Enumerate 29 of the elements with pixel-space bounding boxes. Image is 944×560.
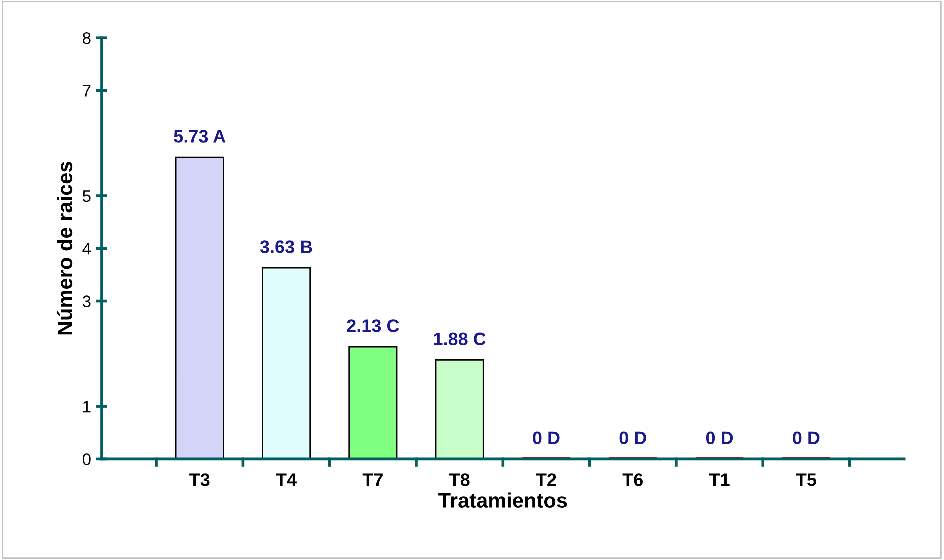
- x-tick-label: T1: [709, 474, 730, 486]
- x-tick-label: T8: [449, 474, 470, 486]
- bar: [175, 156, 224, 460]
- data-label: 5.73 A: [174, 130, 226, 143]
- x-tick-label: T7: [362, 474, 383, 486]
- x-tick-label: T6: [622, 474, 644, 486]
- data-label: 1.88 C: [434, 332, 486, 346]
- x-tick-label: T5: [796, 474, 816, 486]
- data-label: 2.13 C: [347, 320, 400, 332]
- y-tick-label: 1: [84, 401, 91, 413]
- data-label: 3.63 B: [260, 240, 312, 254]
- data-label: 0 D: [706, 432, 734, 445]
- data-label: 0 D: [620, 432, 646, 445]
- y-tick-label: 3: [82, 296, 91, 308]
- bar: [435, 360, 484, 460]
- bar: [348, 346, 398, 460]
- x-tick-label: T2: [536, 474, 556, 486]
- x-axis-title: Tratamientos: [438, 492, 568, 508]
- x-tick-label: T4: [276, 474, 297, 486]
- y-tick-label: 0: [82, 454, 91, 466]
- data-label: 0 D: [533, 432, 560, 445]
- x-tick-label: T3: [190, 474, 210, 486]
- y-tick-label: 4: [82, 243, 92, 255]
- bar: [262, 267, 312, 460]
- y-tick-label: 8: [82, 32, 91, 44]
- y-axis-title: Número de raices: [57, 162, 73, 335]
- data-label: 0 D: [793, 432, 820, 445]
- y-tick-label: 7: [83, 85, 91, 97]
- y-tick-label: 5: [82, 190, 91, 202]
